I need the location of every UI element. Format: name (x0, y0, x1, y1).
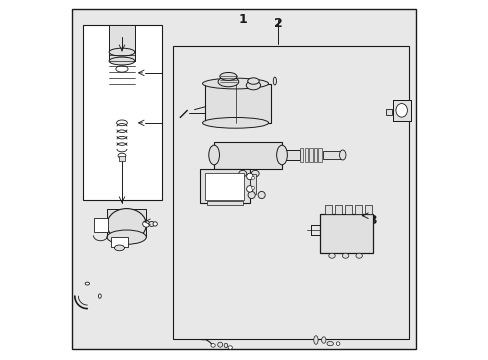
Ellipse shape (208, 145, 219, 165)
Ellipse shape (220, 72, 237, 80)
Bar (308, 148, 312, 162)
Ellipse shape (251, 186, 254, 189)
Ellipse shape (109, 57, 135, 65)
Ellipse shape (116, 66, 128, 72)
Text: 1: 1 (238, 13, 246, 26)
Ellipse shape (85, 282, 89, 285)
Ellipse shape (273, 77, 276, 85)
Bar (249, 174, 256, 194)
Bar (200, 169, 249, 203)
Ellipse shape (246, 81, 260, 90)
Ellipse shape (336, 342, 339, 345)
Ellipse shape (238, 170, 246, 177)
Ellipse shape (246, 173, 253, 180)
Bar (364, 205, 371, 214)
Bar (385, 109, 391, 115)
Text: 2: 2 (273, 17, 282, 30)
Bar (334, 205, 341, 214)
Ellipse shape (218, 77, 238, 87)
Bar (354, 205, 361, 214)
Ellipse shape (247, 192, 255, 199)
Bar (392, 100, 410, 121)
Bar (392, 100, 410, 121)
Ellipse shape (313, 336, 317, 344)
Ellipse shape (109, 48, 135, 56)
Bar (282, 150, 299, 160)
Ellipse shape (98, 294, 101, 298)
Bar (205, 84, 271, 123)
Bar (344, 205, 351, 214)
Bar (299, 148, 303, 162)
Bar (107, 208, 146, 237)
Ellipse shape (321, 337, 325, 343)
Bar (110, 237, 128, 247)
Ellipse shape (395, 104, 407, 117)
Bar (173, 46, 408, 339)
Bar (318, 148, 322, 162)
Bar (324, 205, 331, 214)
Bar (319, 214, 372, 253)
Ellipse shape (118, 153, 125, 158)
Ellipse shape (355, 253, 362, 258)
Text: 3: 3 (367, 213, 376, 226)
Bar (83, 24, 162, 200)
Ellipse shape (153, 222, 157, 226)
Bar (323, 151, 342, 159)
Bar (214, 142, 282, 168)
Bar (304, 148, 307, 162)
Ellipse shape (116, 120, 127, 126)
Ellipse shape (251, 176, 254, 179)
Ellipse shape (258, 192, 264, 199)
Text: 4: 4 (122, 34, 131, 47)
Ellipse shape (148, 221, 154, 226)
Ellipse shape (326, 342, 333, 346)
Bar (119, 156, 124, 161)
Ellipse shape (142, 221, 149, 227)
Bar (206, 201, 242, 205)
Bar (109, 25, 135, 61)
Ellipse shape (210, 343, 215, 347)
Ellipse shape (276, 145, 287, 165)
Bar (205, 173, 244, 200)
Ellipse shape (227, 346, 232, 349)
Ellipse shape (251, 170, 259, 177)
Bar (94, 218, 108, 232)
Ellipse shape (107, 230, 146, 244)
Ellipse shape (217, 342, 222, 347)
Ellipse shape (224, 343, 227, 347)
Ellipse shape (247, 78, 259, 84)
Ellipse shape (114, 245, 124, 251)
Ellipse shape (342, 253, 348, 258)
Bar (313, 148, 317, 162)
Ellipse shape (339, 150, 345, 160)
Ellipse shape (246, 186, 253, 192)
Ellipse shape (107, 208, 146, 241)
Ellipse shape (202, 78, 268, 89)
Ellipse shape (202, 117, 268, 128)
Ellipse shape (328, 253, 335, 258)
